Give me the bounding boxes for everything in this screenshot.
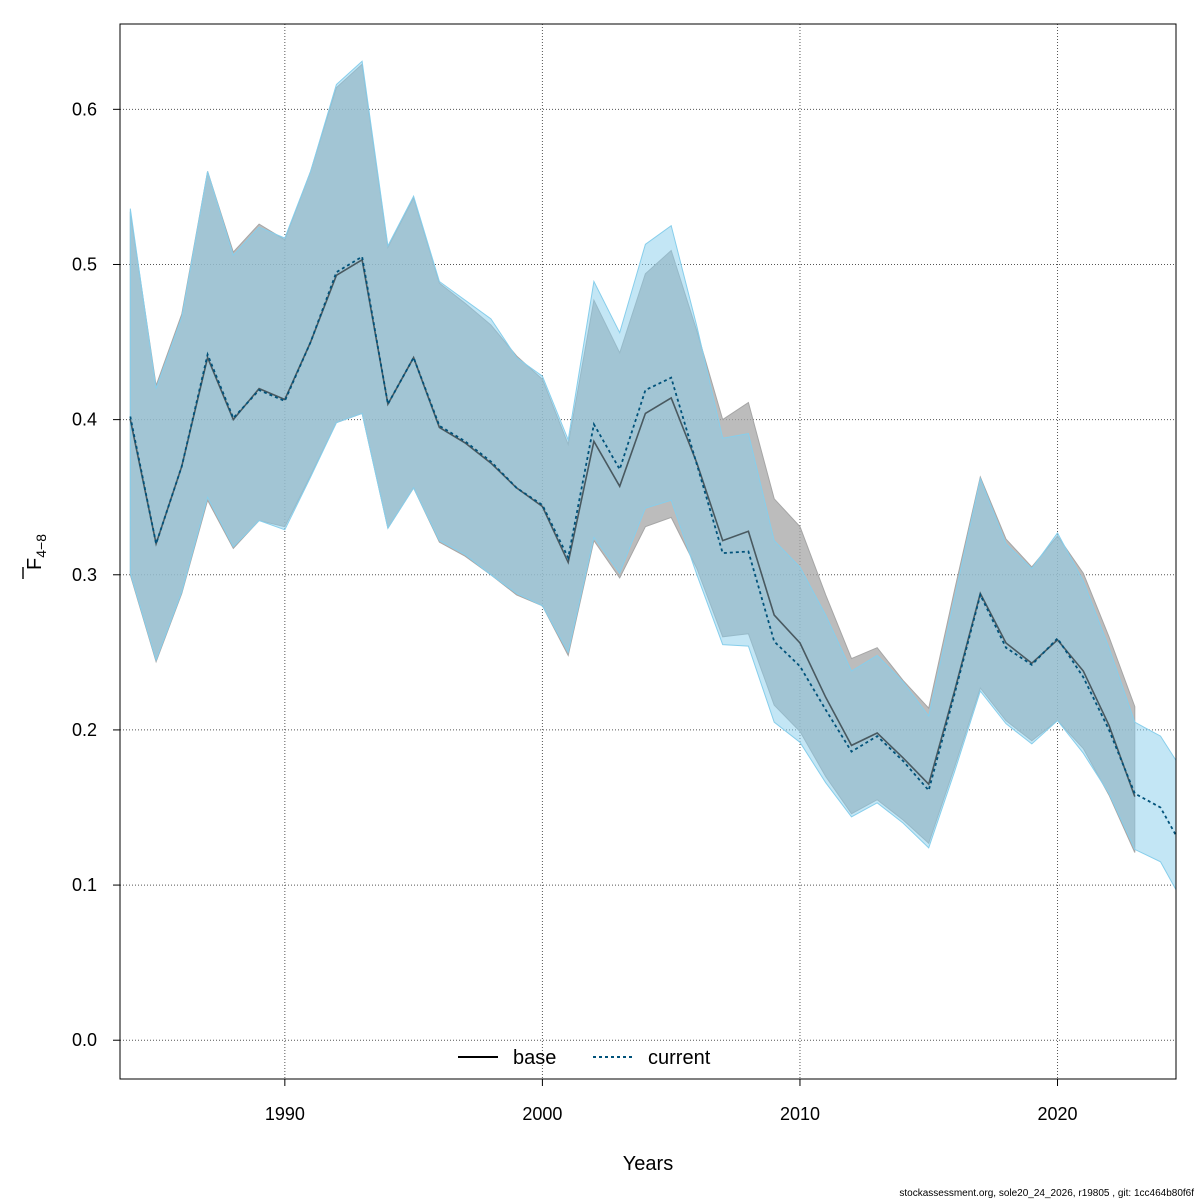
band-current (129, 60, 1176, 891)
x-axis: 1990 2000 2010 2020 (265, 1079, 1078, 1124)
y-tick-label-2: 0.2 (72, 720, 97, 740)
legend-label-current: current (648, 1047, 711, 1069)
y-axis-title-main: F (24, 558, 46, 570)
legend: base current (458, 1047, 711, 1069)
x-axis-title: Years (623, 1153, 673, 1175)
y-tick-label-6: 0.6 (72, 99, 97, 119)
x-tick-label-2000: 2000 (522, 1104, 562, 1124)
svg-text:F4−8: F4−8 (24, 534, 49, 570)
y-tick-label-4: 0.4 (72, 410, 97, 430)
legend-label-base: base (513, 1047, 556, 1069)
footer-text: stockassessment.org, sole20_24_2026, r19… (899, 1188, 1194, 1199)
y-tick-label-3: 0.3 (72, 565, 97, 585)
line-current (129, 255, 1176, 838)
confidence-bands (129, 60, 1176, 891)
y-tick-label-5: 0.5 (72, 254, 97, 274)
x-tick-label-2010: 2010 (780, 1104, 820, 1124)
x-tick-label-1990: 1990 (265, 1104, 305, 1124)
y-axis-title-sub: 4−8 (33, 534, 49, 558)
x-tick-label-2020: 2020 (1037, 1104, 1077, 1124)
y-tick-label-1: 0.1 (72, 875, 97, 895)
y-tick-label-0: 0.0 (72, 1030, 97, 1050)
series-lines (129, 255, 1176, 838)
y-axis-title: F4−8 (22, 534, 49, 579)
y-axis: 0.0 0.1 0.2 0.3 0.4 0.5 0.6 (72, 99, 120, 1050)
plot-frame (119, 23, 1177, 1080)
